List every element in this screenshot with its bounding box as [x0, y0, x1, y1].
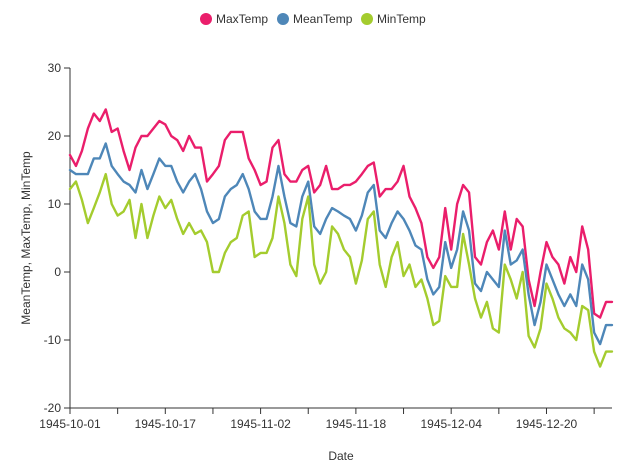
x-tick-label: 1945-11-18 [326, 417, 387, 431]
legend-swatch [200, 13, 212, 25]
legend-item-mintemp[interactable]: MinTemp [361, 12, 426, 26]
legend-item-meantemp[interactable]: MeanTemp [277, 12, 353, 26]
y-axis-title: MeanTemp, MaxTemp, MinTemp [19, 151, 33, 325]
series-line-maxtemp [68, 108, 614, 319]
legend-swatch [361, 13, 373, 25]
x-tick-label: 1945-11-02 [230, 417, 291, 431]
y-tick-label: 10 [48, 197, 62, 211]
series-lines [68, 108, 614, 368]
legend-label: MaxTemp [216, 12, 268, 26]
y-axis-ticks: 30 20 10 0 -10 -20 [44, 61, 70, 415]
x-axis-title: Date [328, 449, 354, 463]
series-line-meantemp [68, 142, 614, 346]
legend-item-maxtemp[interactable]: MaxTemp [200, 12, 268, 26]
x-tick-label: 1945-12-04 [420, 417, 482, 431]
legend-label: MinTemp [377, 12, 426, 26]
x-tick-label: 1945-12-20 [516, 417, 578, 431]
x-tick-label: 1945-10-01 [39, 417, 101, 431]
x-axis-ticks: 1945-10-01 1945-10-17 1945-11-02 1945-11-18… [39, 408, 595, 431]
y-tick-label: 0 [54, 265, 61, 279]
legend-label: MeanTemp [293, 12, 353, 26]
y-tick-label: 20 [48, 129, 62, 143]
legend: MaxTemp MeanTemp MinTemp [200, 12, 426, 26]
y-tick-label: -20 [44, 401, 62, 415]
legend-swatch [277, 13, 289, 25]
axes [69, 68, 612, 409]
x-tick-label: 1945-10-17 [135, 417, 197, 431]
y-tick-label: -10 [44, 333, 62, 347]
series-line-mintemp [68, 172, 614, 368]
y-tick-label: 30 [48, 61, 62, 75]
